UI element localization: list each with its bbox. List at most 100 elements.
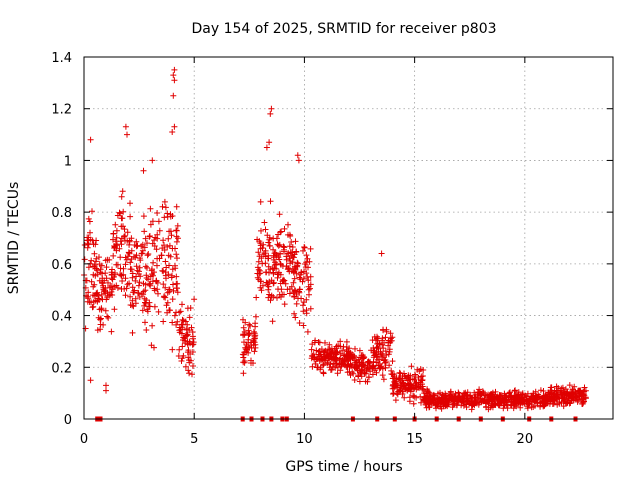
data-point — [161, 242, 167, 249]
data-point — [129, 284, 136, 291]
data-point — [248, 342, 255, 349]
data-point — [505, 394, 512, 401]
data-point — [287, 233, 294, 239]
data-point — [173, 203, 180, 210]
data-point — [271, 265, 278, 271]
data-point — [408, 363, 415, 370]
data-point — [307, 245, 314, 252]
data-point — [173, 280, 180, 287]
data-point — [577, 389, 583, 395]
data-point — [522, 392, 529, 399]
data-point — [112, 270, 118, 276]
data-point — [365, 358, 372, 365]
data-point — [563, 391, 570, 398]
data-point — [455, 389, 462, 396]
data-point — [528, 404, 535, 411]
data-point — [111, 306, 118, 313]
data-point — [128, 247, 135, 254]
data-point — [86, 218, 93, 225]
data-point — [257, 242, 264, 249]
data-point — [139, 307, 146, 314]
data-point — [329, 363, 336, 370]
data-point — [333, 355, 340, 361]
data-point — [315, 348, 322, 355]
data-point — [451, 398, 458, 405]
data-point — [161, 247, 168, 253]
data-point — [411, 393, 418, 400]
data-point — [337, 338, 344, 345]
data-point — [424, 388, 431, 395]
data-point — [467, 392, 474, 399]
data-point — [516, 398, 523, 405]
data-point — [98, 291, 105, 298]
data-point — [143, 272, 150, 279]
data-point — [145, 276, 152, 283]
data-point — [146, 281, 153, 288]
data-point — [510, 405, 517, 412]
data-point — [389, 358, 396, 365]
plot-frame — [83, 56, 614, 420]
data-point — [177, 308, 184, 315]
data-point — [174, 289, 181, 296]
data-point — [413, 386, 420, 393]
data-point — [104, 289, 111, 296]
data-point — [471, 400, 478, 407]
data-point — [281, 225, 288, 232]
x-tick-label: 5 — [190, 432, 198, 447]
data-point — [421, 396, 428, 402]
data-point — [138, 291, 145, 297]
data-point — [270, 279, 277, 286]
data-point — [318, 346, 325, 353]
data-point — [173, 251, 180, 258]
data-point — [87, 136, 94, 143]
data-point — [268, 105, 275, 112]
data-point — [113, 227, 120, 234]
data-point — [169, 129, 176, 135]
y-tick-label: 1.4 — [51, 51, 72, 66]
data-point — [487, 393, 493, 400]
data-point — [449, 404, 456, 411]
data-point — [147, 273, 154, 280]
data-point — [174, 318, 181, 325]
data-point — [105, 314, 112, 321]
data-point — [524, 405, 531, 412]
data-point — [143, 327, 150, 333]
data-point — [240, 370, 247, 377]
data-point — [369, 371, 376, 378]
data-point — [303, 307, 310, 314]
data-point — [355, 372, 362, 379]
data-point — [123, 285, 130, 292]
data-point — [252, 323, 259, 330]
data-point — [258, 227, 264, 234]
data-point — [270, 280, 277, 287]
data-point — [409, 376, 416, 382]
data-point — [129, 302, 136, 309]
data-point — [293, 300, 300, 307]
data-point — [399, 377, 405, 384]
data-point — [315, 339, 322, 346]
data-point — [267, 198, 274, 205]
data-point — [96, 261, 103, 268]
data-point — [462, 389, 469, 396]
data-point — [566, 382, 573, 389]
data-point — [335, 342, 342, 349]
data-point — [184, 321, 191, 328]
data-point — [276, 211, 283, 218]
data-point — [287, 260, 294, 267]
data-point — [400, 388, 407, 395]
data-point — [111, 273, 117, 280]
y-tick-label: 1.2 — [51, 103, 72, 118]
data-point — [263, 144, 270, 151]
data-point — [556, 399, 562, 406]
data-point — [100, 321, 107, 328]
x-tick-label: 0 — [80, 432, 88, 447]
data-point — [159, 203, 166, 210]
data-point — [291, 294, 298, 300]
data-point — [299, 278, 306, 285]
data-point — [142, 263, 149, 270]
data-point — [500, 398, 507, 405]
data-point — [186, 370, 193, 377]
data-point — [268, 292, 275, 299]
x-tick-label: 10 — [296, 432, 313, 447]
data-point — [269, 318, 276, 325]
